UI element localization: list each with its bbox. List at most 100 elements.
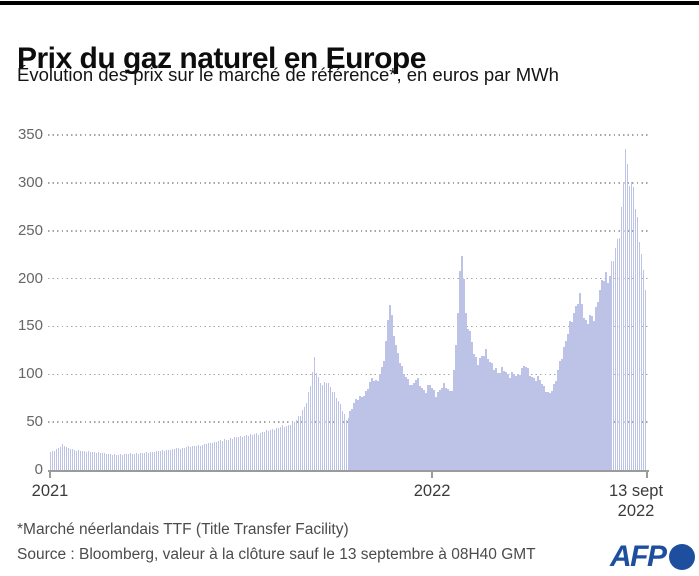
bar — [181, 447, 184, 470]
bar — [131, 454, 134, 470]
bar — [297, 416, 300, 470]
y-axis-label: 250 — [17, 221, 43, 239]
bar — [407, 378, 409, 470]
bar — [221, 440, 224, 470]
bar — [155, 450, 158, 470]
bar — [477, 364, 479, 470]
bar — [61, 443, 64, 470]
bar — [569, 321, 571, 470]
gridline — [48, 373, 648, 376]
bar — [93, 452, 96, 470]
bar — [395, 345, 397, 470]
bar — [631, 181, 633, 470]
bar — [177, 448, 180, 470]
bar — [571, 321, 573, 470]
bar — [579, 292, 581, 470]
bar — [563, 347, 565, 470]
bar — [435, 396, 437, 470]
bar — [629, 186, 631, 470]
bar — [357, 399, 359, 470]
gridline — [48, 182, 648, 184]
bar — [85, 451, 88, 470]
bar — [63, 446, 66, 470]
bar — [165, 450, 168, 470]
gridline — [48, 230, 648, 232]
bar — [315, 373, 317, 470]
bar — [201, 444, 204, 470]
bar — [257, 434, 260, 470]
bar — [289, 425, 292, 470]
bar — [107, 453, 110, 470]
bar — [425, 392, 427, 470]
bar — [207, 442, 210, 470]
bar — [305, 403, 307, 470]
bar — [553, 383, 555, 470]
bar — [279, 427, 282, 470]
bar — [565, 340, 567, 470]
bar — [615, 247, 617, 470]
bar — [613, 261, 615, 470]
bar — [55, 449, 58, 470]
bar — [533, 377, 535, 470]
bar — [641, 253, 643, 470]
bar — [343, 413, 345, 470]
bar — [199, 445, 202, 470]
bar — [51, 450, 54, 470]
bar — [433, 389, 435, 470]
bar — [277, 427, 280, 470]
bar — [603, 281, 605, 470]
bar — [331, 392, 333, 470]
bar — [361, 397, 363, 470]
bar — [265, 429, 268, 470]
bar — [229, 438, 232, 470]
bar — [573, 313, 575, 470]
bar — [137, 453, 140, 470]
bar — [543, 385, 545, 470]
bar — [167, 450, 170, 470]
bar — [451, 390, 453, 470]
bar — [89, 452, 92, 470]
afp-logo: AFP — [610, 542, 695, 572]
bar — [531, 377, 533, 470]
bar — [397, 353, 399, 470]
footnote: *Marché néerlandais TTF (Title Transfer … — [17, 521, 349, 538]
bar — [83, 451, 86, 470]
bar — [153, 452, 156, 470]
source-line: Source : Bloomberg, valeur à la clôture … — [17, 546, 536, 563]
bar — [77, 450, 80, 470]
bar — [439, 389, 441, 470]
bar — [399, 363, 401, 470]
bar — [65, 446, 68, 470]
bar — [267, 430, 270, 470]
bar — [645, 290, 647, 470]
bar — [241, 437, 244, 470]
bar — [611, 261, 613, 470]
x-axis-label: 13 sept 2022 — [591, 481, 681, 521]
bar — [599, 289, 601, 470]
bar — [269, 430, 272, 470]
bar — [133, 453, 136, 470]
bar — [215, 442, 218, 470]
bar — [109, 454, 112, 470]
bar — [567, 333, 569, 470]
bar — [197, 445, 200, 470]
bar — [495, 368, 497, 470]
bar — [203, 443, 206, 470]
bar — [545, 392, 547, 470]
bar — [251, 434, 254, 470]
bar — [157, 451, 160, 470]
bar — [117, 454, 120, 470]
bar — [593, 320, 595, 470]
bar — [475, 357, 477, 470]
bar — [147, 452, 150, 470]
bar — [209, 443, 212, 470]
bar — [335, 397, 337, 470]
bar — [381, 367, 383, 470]
bar — [195, 446, 198, 470]
bar — [605, 272, 607, 470]
bar — [499, 373, 501, 470]
bar — [415, 380, 417, 470]
bar — [149, 451, 152, 470]
bar — [169, 450, 172, 470]
bar — [327, 382, 329, 470]
